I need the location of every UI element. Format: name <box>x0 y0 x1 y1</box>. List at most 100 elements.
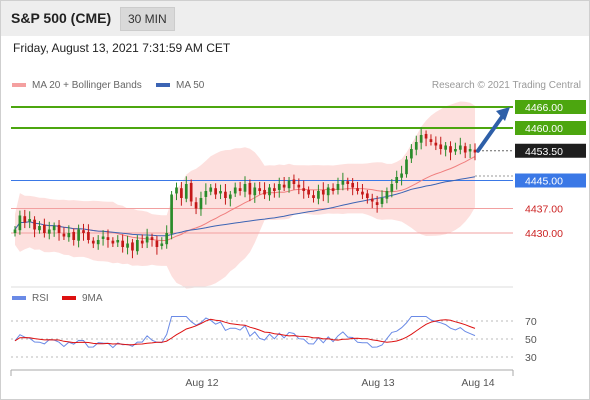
level-label-box-4460.00 <box>515 121 586 135</box>
candle-body <box>263 189 266 195</box>
candle-body <box>214 188 217 195</box>
legend-rsi-swatch <box>12 296 26 301</box>
candle-body <box>277 184 281 190</box>
candle-body <box>253 187 257 196</box>
candle-body <box>140 240 144 244</box>
candle-body <box>341 180 345 185</box>
timeframe-badge[interactable]: 30 MIN <box>120 7 175 31</box>
candle-body <box>28 219 32 222</box>
ma50-line <box>14 176 476 237</box>
level-label-4430.00: 4430.00 <box>525 228 563 240</box>
candle-body <box>273 188 276 191</box>
candle-body <box>111 240 115 244</box>
candle-body <box>238 188 242 191</box>
candle-body <box>165 233 169 245</box>
candle-body <box>243 184 247 192</box>
chart-datetime: Friday, August 13, 2021 7:31:59 AM CET <box>13 41 231 55</box>
candle-body <box>312 195 315 198</box>
legend-ma20-swatch <box>12 83 26 88</box>
rsi-tick-30: 30 <box>525 352 537 364</box>
legend-rsi9: 9MA <box>62 293 103 304</box>
candle-body <box>91 240 95 244</box>
candle-body <box>23 216 27 223</box>
legend-rsi: RSI <box>12 293 49 304</box>
candle-body <box>317 191 320 199</box>
forecast-arrowhead <box>496 107 510 121</box>
level-label-4460.00: 4460.00 <box>525 123 563 135</box>
rsi-tick-70: 70 <box>525 316 537 328</box>
level-label-4453.50: 4453.50 <box>525 146 563 158</box>
candle-body <box>258 188 262 191</box>
legend-ma20: MA 20 + Bollinger Bands <box>12 80 142 91</box>
candle-body <box>72 231 76 240</box>
x-tick-aug-12: Aug 12 <box>185 377 218 389</box>
candle-body <box>419 135 423 143</box>
candle-body <box>194 202 198 209</box>
candle-body <box>204 191 208 197</box>
candle-body <box>307 189 310 195</box>
candle-body <box>33 219 36 230</box>
candle-body <box>224 191 227 198</box>
candle-body <box>370 198 374 202</box>
candle-body <box>346 181 350 184</box>
candle-body <box>380 198 384 204</box>
candle-body <box>351 182 355 188</box>
candle-body <box>18 215 22 231</box>
legend-ma50-swatch <box>156 83 170 88</box>
legend-ma50-label: MA 50 <box>176 80 205 91</box>
candle-body <box>135 240 139 252</box>
candle-body <box>121 240 125 247</box>
candle-body <box>268 187 271 196</box>
candle-body <box>13 229 17 233</box>
candle-body <box>336 184 340 190</box>
candle-body <box>297 184 301 188</box>
candle-body <box>365 193 369 198</box>
candle-body <box>116 240 120 243</box>
candle-body <box>189 182 193 202</box>
candle-body <box>410 149 413 159</box>
candle-body <box>302 188 306 191</box>
rsi-tick-50: 50 <box>525 334 537 346</box>
candle-body <box>463 146 467 153</box>
candle-body <box>282 184 286 188</box>
candle-body <box>414 142 418 150</box>
candle-body <box>233 187 237 194</box>
legend-rsi9-swatch <box>62 296 76 301</box>
candle-body <box>449 146 452 153</box>
candle-body <box>52 226 56 231</box>
candle-body <box>199 198 203 210</box>
candle-body <box>170 194 173 234</box>
candle-body <box>101 236 105 239</box>
legend-ma20-label: MA 20 + Bollinger Bands <box>32 80 142 91</box>
candle-body <box>126 243 129 248</box>
candle-body <box>375 202 379 205</box>
candle-body <box>454 149 457 152</box>
candle-body <box>248 182 252 195</box>
candle-body <box>62 233 66 237</box>
candle-body <box>439 144 443 149</box>
level-label-4437.00: 4437.00 <box>525 204 563 216</box>
candle-body <box>160 243 164 246</box>
candle-body <box>292 179 296 184</box>
candle-body <box>175 187 178 194</box>
candle-body <box>77 229 80 241</box>
candle-body <box>331 188 335 191</box>
rsi9-line <box>14 318 476 346</box>
candle-body <box>155 240 159 247</box>
candle-body <box>219 191 222 194</box>
candle-body <box>468 149 472 152</box>
candle-body <box>131 242 134 251</box>
candle-body <box>390 184 394 192</box>
candle-body <box>184 184 188 199</box>
candle-body <box>57 224 61 233</box>
candle-body <box>150 237 154 240</box>
candle-body <box>87 231 90 240</box>
candle-body <box>47 229 51 234</box>
candle-body <box>473 149 477 153</box>
candle-body <box>444 145 447 150</box>
level-label-box-4453.50 <box>515 143 586 158</box>
legend-rsi9-label: 9MA <box>82 293 103 304</box>
candle-body <box>106 237 110 240</box>
x-tick-aug-13: Aug 13 <box>361 377 394 389</box>
